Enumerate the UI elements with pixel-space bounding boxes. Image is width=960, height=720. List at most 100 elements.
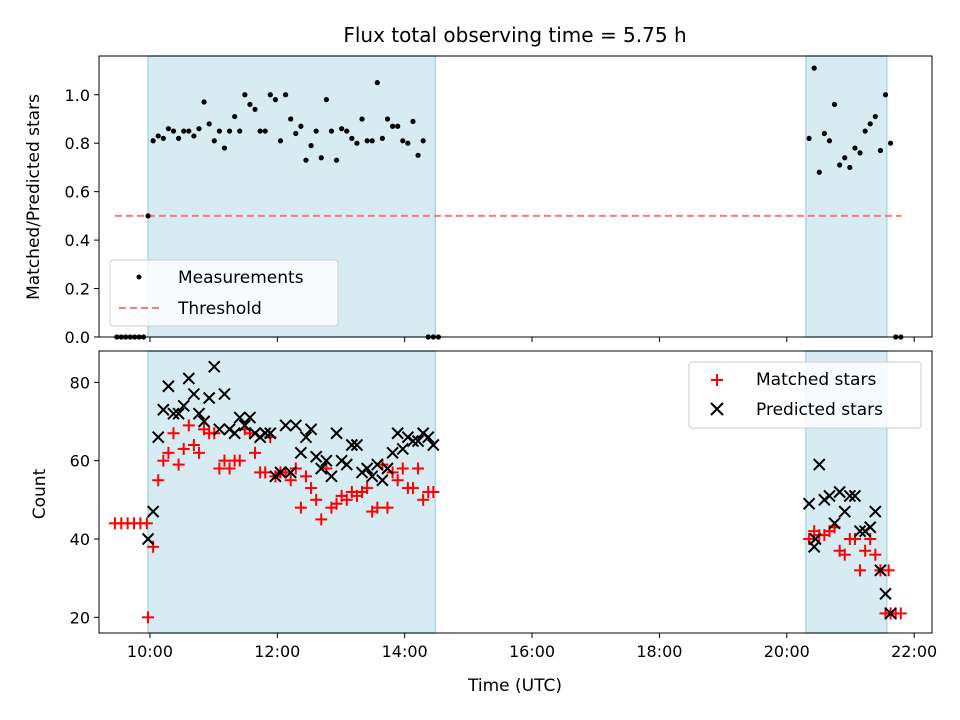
measurement-point xyxy=(323,97,329,103)
predicted-star-point xyxy=(177,399,190,413)
predicted-star-point xyxy=(172,407,185,420)
measurement-point xyxy=(232,113,238,120)
predicted-star-point xyxy=(304,423,318,436)
predicted-star-point xyxy=(182,372,196,385)
measurement-point xyxy=(831,101,838,108)
measurement-point xyxy=(318,155,324,161)
predicted-star-point xyxy=(406,434,420,448)
predicted-star-point xyxy=(360,462,374,475)
measurement-point xyxy=(277,138,284,144)
predicted-star-point xyxy=(218,387,231,401)
matched-star-point xyxy=(218,454,231,467)
predicted-star-point xyxy=(813,458,826,471)
measurement-point xyxy=(328,128,335,134)
predicted-star-point xyxy=(264,427,277,440)
legend-matched-marker xyxy=(711,374,723,386)
y-tick-label: 60 xyxy=(70,452,90,471)
matched-star-point xyxy=(859,544,872,557)
measurement-point xyxy=(298,123,304,129)
predicted-star-point xyxy=(315,462,328,475)
predicted-star-point xyxy=(213,423,226,436)
predicted-star-point xyxy=(427,438,440,452)
measurement-point xyxy=(354,140,360,146)
matched-star-point xyxy=(187,439,200,451)
predicted-star-point xyxy=(146,505,160,518)
legend-threshold-label: Threshold xyxy=(177,299,262,319)
predicted-star-point xyxy=(396,442,409,456)
measurement-point xyxy=(364,138,370,144)
legend-predicted-label: Predicted stars xyxy=(756,400,883,420)
measurement-point xyxy=(821,130,827,137)
legend-measurements-marker xyxy=(136,274,142,280)
measurement-point xyxy=(379,135,385,141)
matched-star-point xyxy=(417,493,430,506)
predicted-star-point xyxy=(233,411,246,424)
matched-star-point xyxy=(233,454,246,467)
predicted-star-point xyxy=(294,446,308,460)
measurement-point xyxy=(165,126,172,132)
predicted-star-point xyxy=(340,458,353,471)
ratio-x-ticks xyxy=(149,337,915,342)
y-tick-label: 20 xyxy=(70,608,90,627)
count-y-axis-label: Count xyxy=(30,468,50,519)
matched-star-point xyxy=(140,517,153,530)
x-tick-label: 22:00 xyxy=(891,642,937,661)
measurement-point xyxy=(837,162,843,168)
measurement-point xyxy=(191,133,197,139)
legend-predicted-marker xyxy=(710,402,724,416)
y-tick-label: 1.0 xyxy=(65,86,90,105)
measurement-point xyxy=(282,92,289,98)
matched-star-point xyxy=(182,419,195,432)
predicted-star-point xyxy=(320,454,333,467)
predicted-star-point xyxy=(299,430,313,444)
predicted-star-point xyxy=(330,427,343,440)
predicted-star-point xyxy=(238,419,252,432)
x-tick-label: 20:00 xyxy=(764,642,810,661)
measurement-point xyxy=(374,80,380,86)
measurement-point xyxy=(160,135,166,141)
measurement-point xyxy=(176,135,182,141)
predicted-star-point xyxy=(838,505,851,518)
matched-star-point xyxy=(162,446,175,459)
measurement-point xyxy=(206,121,212,127)
x-tick-label: 14:00 xyxy=(382,642,428,661)
matched-star-point xyxy=(371,501,384,514)
predicted-star-point xyxy=(157,403,170,416)
observing-band-2 xyxy=(805,55,888,338)
matched-star-point xyxy=(838,548,851,561)
predicted-star-point xyxy=(259,427,272,440)
measurement-point xyxy=(882,92,889,98)
measurement-point xyxy=(410,118,416,125)
matched-star-point xyxy=(391,474,404,487)
measurement-point xyxy=(196,126,202,132)
measurement-point xyxy=(816,169,822,175)
ratio-legend: Measurements Threshold xyxy=(109,259,339,327)
matched-star-point xyxy=(361,482,374,495)
count-points xyxy=(108,360,907,624)
measurement-point xyxy=(237,128,243,134)
matched-star-point xyxy=(192,446,205,459)
matched-star-point xyxy=(167,427,180,440)
predicted-star-point xyxy=(391,427,404,440)
measurement-point xyxy=(252,106,258,112)
predicted-star-point xyxy=(167,407,180,420)
matched-star-point xyxy=(340,493,353,506)
y-tick-label: 0.4 xyxy=(65,231,90,250)
matched-star-point xyxy=(299,470,312,483)
measurement-point xyxy=(257,128,263,134)
matched-star-point xyxy=(213,462,226,475)
predicted-star-point xyxy=(884,607,897,620)
ratio-y-axis-label: Matched/Predicted stars xyxy=(24,94,44,300)
matched-star-point xyxy=(172,458,185,471)
predicted-star-point xyxy=(289,419,302,432)
predicted-star-point xyxy=(411,434,425,448)
predicted-star-point xyxy=(192,407,206,420)
measurement-point xyxy=(170,128,177,134)
measurement-point xyxy=(389,123,396,129)
measurement-point xyxy=(877,147,884,154)
matched-star-point xyxy=(152,474,165,487)
predicted-star-point xyxy=(864,521,877,534)
matched-star-point xyxy=(284,474,297,487)
predicted-star-point xyxy=(208,360,221,373)
